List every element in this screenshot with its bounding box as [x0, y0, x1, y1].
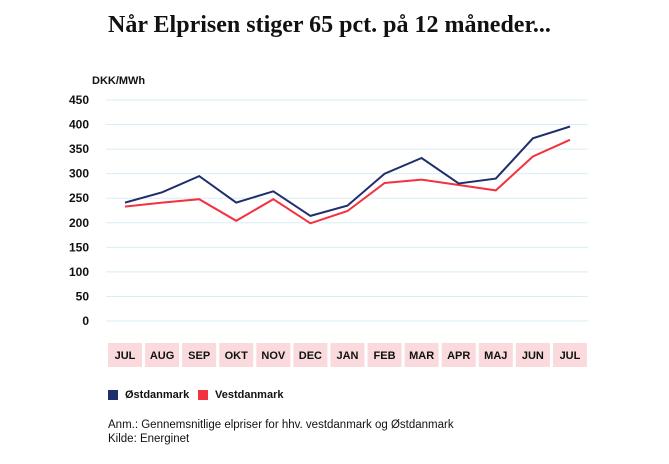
y-tick-label-350: 350 [69, 142, 89, 156]
footnote-source: Kilde: Energinet [108, 433, 190, 445]
x-tick-label-apr-9: APR [447, 350, 470, 362]
legend-swatch-ostdanmark [108, 390, 118, 400]
x-tick-label-feb-7: FEB [374, 350, 396, 362]
y-tick-label-400: 400 [69, 118, 89, 132]
y-tick-label-50: 50 [76, 289, 90, 303]
x-tick-box-3 [219, 343, 254, 367]
y-tick-label-200: 200 [69, 216, 89, 230]
x-tick-box-4 [256, 343, 291, 367]
x-tick-box-1 [145, 343, 180, 367]
x-axis-ticks: JUL AUG SEP OKT NOV DEC JAN FEB MAR APR MAJ JUN JUL [108, 343, 587, 367]
x-tick-label-maj-10: MAJ [484, 350, 507, 362]
chart-title: Når Elprisen stiger 65 pct. på 12 månede… [108, 12, 551, 38]
x-tick-label-okt-3: OKT [225, 350, 249, 362]
x-tick-label-jul-12: JUL [560, 350, 581, 362]
legend-label-ostdanmark: Østdanmark [125, 389, 190, 401]
y-tick-label-450: 450 [69, 93, 89, 107]
y-axis-unit-label: DKK/MWh [92, 75, 146, 87]
x-tick-label-dec-5: DEC [299, 350, 322, 362]
x-tick-box-5 [293, 343, 328, 367]
legend-swatch-vestdanmark [198, 390, 208, 400]
x-tick-label-sep-2: SEP [188, 350, 210, 362]
x-tick-label-jan-6: JAN [336, 350, 358, 362]
x-tick-label-aug-1: AUG [150, 350, 174, 362]
x-tick-box-9 [441, 343, 476, 367]
x-tick-box-11 [515, 343, 550, 367]
x-tick-label-jun-11: JUN [522, 350, 544, 362]
x-tick-box-0 [108, 343, 142, 367]
y-axis-ticks: 0 50 100 150 200 250 300 350 400 450 [69, 93, 89, 328]
x-tick-label-mar-8: MAR [409, 350, 434, 362]
x-tick-box-10 [478, 343, 513, 367]
x-tick-box-8 [404, 343, 439, 367]
series-line-ostdanmark [124, 125, 571, 217]
y-tick-label-250: 250 [69, 191, 89, 205]
x-tick-label-jul-0: JUL [115, 350, 136, 362]
x-tick-label-nov-4: NOV [261, 350, 286, 362]
x-tick-box-6 [330, 343, 365, 367]
x-tick-box-2 [182, 343, 217, 367]
legend-label-vestdanmark: Vestdanmark [215, 389, 284, 401]
x-tick-box-7 [367, 343, 402, 367]
y-tick-label-150: 150 [69, 240, 89, 254]
gridlines [106, 99, 588, 322]
legend-item-vestdanmark: Vestdanmark [198, 389, 283, 401]
y-tick-label-0: 0 [82, 314, 89, 328]
x-tick-box-12 [552, 343, 587, 367]
y-tick-label-100: 100 [69, 265, 89, 279]
y-tick-label-300: 300 [69, 167, 89, 181]
series-lines [124, 125, 571, 225]
legend-item-ostdanmark: Østdanmark [108, 389, 189, 401]
footnote-annotation: Anm.: Gennemsnitlige elpriser for hhv. v… [108, 419, 454, 431]
series-line-vestdanmark [124, 138, 571, 225]
